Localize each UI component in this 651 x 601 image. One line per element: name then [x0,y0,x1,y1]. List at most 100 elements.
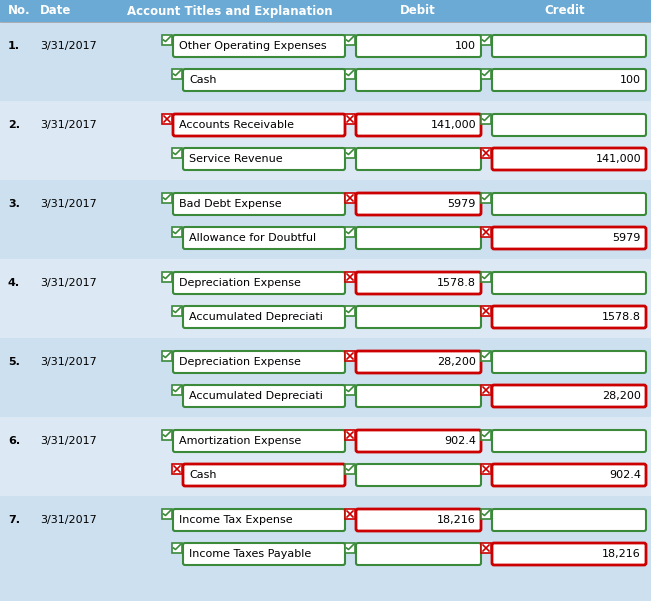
FancyBboxPatch shape [183,385,345,407]
FancyBboxPatch shape [492,193,646,215]
Bar [345,509,355,519]
Bar [345,272,355,282]
Text: No.: No. [8,4,31,17]
Text: 1578.8: 1578.8 [602,312,641,322]
Text: 100: 100 [455,41,476,51]
Bar [345,114,355,124]
Bar [481,543,491,553]
FancyBboxPatch shape [492,306,646,328]
FancyBboxPatch shape [492,464,646,486]
Bar [162,430,172,440]
Bar [162,114,172,124]
Bar [0,180,651,259]
FancyBboxPatch shape [356,464,481,486]
Text: Income Taxes Payable: Income Taxes Payable [189,549,311,559]
FancyBboxPatch shape [492,227,646,249]
Bar [162,193,172,203]
Text: Other Operating Expenses: Other Operating Expenses [179,41,327,51]
Bar [162,351,172,361]
Bar [481,509,491,519]
FancyBboxPatch shape [492,543,646,565]
FancyBboxPatch shape [173,272,345,294]
FancyBboxPatch shape [492,430,646,452]
Bar [0,496,651,575]
Text: Income Tax Expense: Income Tax Expense [179,515,293,525]
Text: Account Titles and Explanation: Account Titles and Explanation [127,4,333,17]
Text: Amortization Expense: Amortization Expense [179,436,301,446]
Text: 6.: 6. [8,436,20,446]
Bar [162,509,172,519]
Bar [481,193,491,203]
Bar [481,114,491,124]
FancyBboxPatch shape [356,148,481,170]
Text: 7.: 7. [8,515,20,525]
Text: Depreciation Expense: Depreciation Expense [179,278,301,288]
Bar [345,193,355,203]
Text: 28,200: 28,200 [602,391,641,401]
Bar [481,272,491,282]
Text: 18,216: 18,216 [602,549,641,559]
FancyBboxPatch shape [183,464,345,486]
Bar [481,306,491,316]
FancyBboxPatch shape [173,35,345,57]
FancyBboxPatch shape [356,543,481,565]
Bar [345,543,355,553]
Text: 3/31/2017: 3/31/2017 [40,41,97,51]
Bar [172,464,182,474]
FancyBboxPatch shape [492,385,646,407]
Bar [0,338,651,417]
Text: Service Revenue: Service Revenue [189,154,283,164]
Text: 5979: 5979 [448,199,476,209]
FancyBboxPatch shape [356,385,481,407]
Text: Accounts Receivable: Accounts Receivable [179,120,294,130]
Bar [481,148,491,158]
FancyBboxPatch shape [492,509,646,531]
Text: Bad Debt Expense: Bad Debt Expense [179,199,282,209]
Bar [481,351,491,361]
Bar [0,0,651,22]
Bar [172,543,182,553]
Text: 18,216: 18,216 [437,515,476,525]
Bar [345,385,355,395]
FancyBboxPatch shape [356,306,481,328]
Bar [162,35,172,45]
FancyBboxPatch shape [356,272,481,294]
FancyBboxPatch shape [492,148,646,170]
Text: Debit: Debit [400,4,436,17]
Bar [481,69,491,79]
Text: Date: Date [40,4,72,17]
FancyBboxPatch shape [173,193,345,215]
Text: 902.4: 902.4 [444,436,476,446]
FancyBboxPatch shape [356,69,481,91]
Bar [172,148,182,158]
Text: Allowance for Doubtful: Allowance for Doubtful [189,233,316,243]
Bar [0,259,651,338]
FancyBboxPatch shape [356,193,481,215]
Bar [481,430,491,440]
Text: 100: 100 [620,75,641,85]
FancyBboxPatch shape [356,114,481,136]
Bar [345,148,355,158]
Bar [172,227,182,237]
Bar [481,385,491,395]
Text: Cash: Cash [189,75,217,85]
FancyBboxPatch shape [492,35,646,57]
Bar [172,306,182,316]
Bar [345,35,355,45]
FancyBboxPatch shape [356,430,481,452]
Text: Accumulated Depreciati: Accumulated Depreciati [189,312,323,322]
Text: 141,000: 141,000 [596,154,641,164]
FancyBboxPatch shape [356,35,481,57]
FancyBboxPatch shape [183,69,345,91]
Bar [481,35,491,45]
Text: 1578.8: 1578.8 [437,278,476,288]
FancyBboxPatch shape [183,543,345,565]
FancyBboxPatch shape [173,114,345,136]
Bar [345,351,355,361]
Text: 3/31/2017: 3/31/2017 [40,278,97,288]
Text: 2.: 2. [8,120,20,130]
Text: Cash: Cash [189,470,217,480]
Text: 3.: 3. [8,199,20,209]
FancyBboxPatch shape [492,272,646,294]
Bar [345,464,355,474]
